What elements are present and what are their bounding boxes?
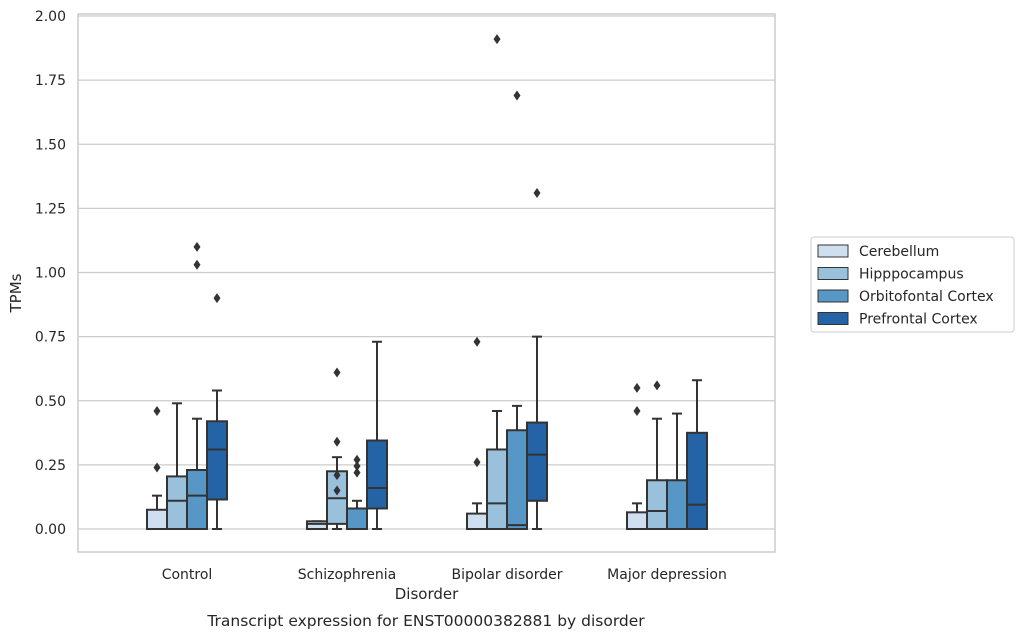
box	[206, 293, 228, 530]
legend-label: Cerebellum	[859, 244, 939, 260]
y-tick-label: 1.75	[35, 73, 66, 89]
outlier-point	[333, 485, 341, 496]
outlier-point	[473, 457, 481, 468]
box	[146, 406, 168, 531]
legend: Cerebellum Hipppocampus Orbitofontal Corte…	[810, 236, 1015, 333]
x-axis-label: Disorder	[395, 585, 459, 603]
box	[186, 241, 208, 531]
box	[506, 90, 528, 530]
box	[346, 454, 368, 531]
box-body	[626, 511, 648, 531]
box	[646, 380, 668, 531]
grid-lines	[78, 15, 775, 530]
chart-caption: Transcript expression for ENST0000038288…	[206, 612, 645, 630]
box	[626, 382, 648, 531]
box-body	[306, 520, 328, 530]
y-axis-ticks: 0.00 0.25 0.50 0.75 1.00 1.25 1.50 1.75 2.00	[35, 9, 66, 538]
outlier-point	[153, 462, 161, 473]
legend-swatch	[817, 267, 849, 280]
box	[526, 187, 548, 530]
series-cerebellum	[146, 336, 648, 531]
legend-swatch	[817, 289, 849, 303]
legend-swatch	[817, 312, 849, 325]
x-tick-label: Schizophrenia	[298, 567, 396, 583]
y-axis-label: TPMs	[7, 273, 25, 313]
box	[466, 336, 488, 530]
box-body	[206, 420, 228, 501]
outlier-point	[353, 467, 361, 478]
box	[306, 520, 328, 530]
box-body	[346, 507, 368, 531]
legend-frame	[810, 236, 1015, 333]
y-tick-label: 0.25	[35, 458, 66, 474]
outlier-point	[513, 90, 521, 101]
outlier-point	[653, 380, 661, 391]
outlier-point	[353, 461, 361, 472]
y-tick-label: 1.00	[35, 266, 66, 282]
y-tick-label: 0.50	[35, 394, 66, 410]
box	[486, 34, 508, 530]
outlier-point	[533, 187, 541, 198]
outlier-point	[473, 336, 481, 347]
outlier-point	[153, 406, 161, 417]
outlier-point	[333, 367, 341, 378]
y-tick-label: 1.50	[35, 137, 66, 153]
box-body	[486, 448, 508, 530]
legend-label: Hipppocampus	[859, 267, 964, 283]
box-body	[366, 439, 388, 510]
y-tick-label: 0.75	[35, 330, 66, 346]
legend-label: Orbitofontal Cortex	[859, 289, 994, 305]
x-tick-label: Major depression	[607, 567, 727, 583]
x-tick-label: Bipolar disorder	[451, 567, 562, 583]
box	[686, 379, 708, 530]
box-body	[646, 479, 668, 531]
legend-label: Prefrontal Cortex	[859, 312, 978, 328]
y-tick-label: 0.00	[35, 522, 66, 538]
series-prefrontal-cortex	[206, 187, 708, 530]
outlier-point	[193, 259, 201, 270]
box	[666, 412, 688, 531]
outlier-point	[493, 34, 501, 45]
plot-area-frame	[77, 13, 776, 553]
outlier-point	[193, 241, 201, 252]
box-body	[666, 479, 688, 531]
x-tick-label: Control	[162, 567, 213, 583]
box	[366, 340, 388, 530]
outlier-point	[333, 470, 341, 481]
box	[166, 402, 188, 531]
outlier-point	[333, 436, 341, 447]
outlier-point	[353, 454, 361, 465]
box	[326, 367, 348, 530]
outlier-point	[633, 382, 641, 393]
series-hipppocampus	[166, 34, 668, 531]
box-body	[526, 421, 548, 502]
outlier-point	[213, 293, 221, 304]
y-tick-label: 2.00	[35, 9, 66, 25]
box-body	[146, 508, 168, 531]
box-body	[506, 429, 528, 530]
x-axis-ticks: Control Schizophrenia Bipolar disorder Majo…	[162, 567, 727, 583]
box-series	[146, 34, 708, 531]
box-body	[186, 469, 208, 531]
box-body	[466, 512, 488, 530]
outlier-point	[633, 406, 641, 417]
box-body	[166, 475, 188, 531]
y-tick-label: 1.25	[35, 201, 66, 217]
box-body	[686, 431, 708, 530]
legend-swatch	[817, 244, 849, 258]
series-orbitofontal-cortex	[186, 90, 688, 531]
